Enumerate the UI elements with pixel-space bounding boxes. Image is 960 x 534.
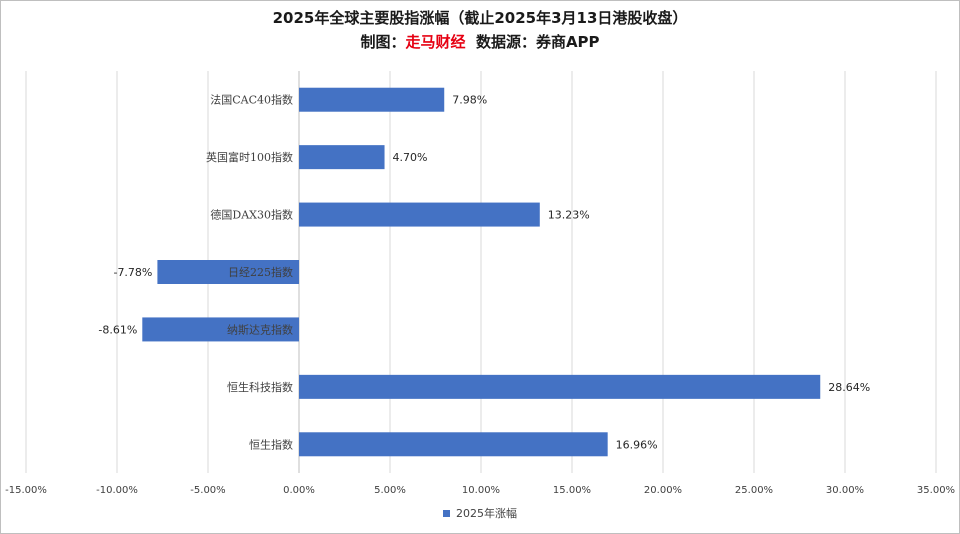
data-label: -8.61% bbox=[98, 323, 137, 336]
data-label: 7.98% bbox=[452, 94, 487, 107]
x-tick-label: -10.00% bbox=[96, 485, 138, 496]
data-label: 28.64% bbox=[828, 381, 870, 394]
category-label: 法国CAC40指数 bbox=[210, 93, 293, 107]
category-label: 恒生科技指数 bbox=[227, 380, 293, 394]
bar bbox=[299, 202, 540, 227]
bar bbox=[299, 432, 608, 457]
chart-title: 2025年全球主要股指涨幅（截止2025年3月13日港股收盘） bbox=[272, 9, 688, 27]
category-label: 日经225指数 bbox=[228, 265, 293, 279]
category-label: 纳斯达克指数 bbox=[227, 322, 293, 336]
x-tick-label: 30.00% bbox=[826, 485, 864, 496]
bar bbox=[157, 260, 299, 284]
x-tick-label: 5.00% bbox=[374, 485, 406, 496]
data-label: -7.78% bbox=[113, 266, 152, 279]
chart-subtitle: 制图：走马财经 数据源：券商APP bbox=[1, 31, 959, 52]
data-label: 13.23% bbox=[548, 209, 590, 222]
category-label: 英国富时100指数 bbox=[206, 150, 293, 164]
x-tick-label: 25.00% bbox=[735, 485, 773, 496]
x-tick-label: 10.00% bbox=[462, 485, 500, 496]
x-tick-label: -15.00% bbox=[5, 485, 47, 496]
bar bbox=[142, 317, 299, 342]
data-label: 4.70% bbox=[393, 151, 428, 164]
bar bbox=[299, 145, 385, 170]
subtitle-prefix: 制图： bbox=[360, 33, 406, 51]
bar bbox=[299, 87, 445, 112]
data-label: 16.96% bbox=[616, 438, 658, 451]
category-label: 德国DAX30指数 bbox=[210, 208, 293, 222]
brand-name: 走马财经 bbox=[405, 33, 466, 51]
legend-label: 2025年涨幅 bbox=[456, 507, 517, 520]
x-tick-label: 35.00% bbox=[917, 485, 955, 496]
x-tick-label: 20.00% bbox=[644, 485, 682, 496]
x-tick-label: 15.00% bbox=[553, 485, 591, 496]
x-tick-label: -5.00% bbox=[190, 485, 225, 496]
bar-chart: -15.00% -10.00% -5.00% 0.00% 5.00% 10.00% 15.0… bbox=[5, 71, 955, 496]
subtitle-source: 数据源：券商APP bbox=[475, 33, 600, 51]
legend-swatch bbox=[443, 509, 450, 517]
chart-legend: 2025年涨幅 bbox=[1, 505, 959, 521]
x-tick-label: 0.00% bbox=[283, 485, 315, 496]
bar bbox=[299, 374, 821, 399]
category-label: 恒生指数 bbox=[249, 437, 293, 451]
